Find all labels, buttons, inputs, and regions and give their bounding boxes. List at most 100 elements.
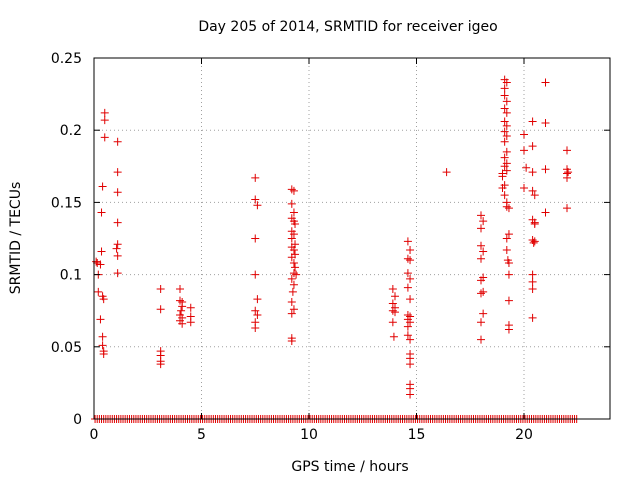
- data-point: [500, 162, 509, 171]
- data-point: [251, 324, 260, 333]
- data-point: [500, 117, 509, 126]
- data-point: [287, 234, 296, 243]
- data-point: [500, 191, 509, 200]
- data-point: [287, 309, 296, 318]
- data-point: [289, 230, 298, 239]
- data-point: [99, 350, 108, 359]
- y-tick-label: 0: [73, 412, 82, 428]
- data-point: [92, 257, 101, 266]
- data-point: [479, 309, 488, 318]
- data-point: [477, 276, 485, 285]
- data-point: [479, 287, 488, 296]
- data-point: [500, 127, 509, 136]
- data-point: [529, 238, 538, 247]
- data-point: [403, 269, 412, 278]
- data-point: [186, 318, 195, 327]
- data-point: [500, 84, 509, 93]
- data-point: [528, 117, 537, 126]
- data-point: [391, 308, 399, 317]
- data-point: [100, 133, 109, 142]
- data-point: [113, 240, 122, 249]
- data-point: [97, 247, 106, 256]
- x-axis-label: GPS time / hours: [291, 459, 408, 475]
- data-point: [502, 147, 511, 156]
- data-point: [251, 195, 260, 204]
- data-point: [113, 251, 122, 260]
- data-point: [530, 191, 539, 200]
- axis-ticks: [93, 57, 610, 420]
- data-point: [530, 237, 539, 246]
- data-point: [477, 318, 485, 327]
- data-point: [406, 295, 415, 304]
- data-point: [502, 234, 511, 243]
- data-point: [287, 298, 296, 307]
- data-point: [178, 319, 187, 328]
- data-point: [289, 305, 298, 314]
- data-point: [498, 169, 507, 178]
- data-point: [112, 244, 121, 253]
- y-tick-label: 0.25: [51, 51, 82, 67]
- data-point: [406, 318, 415, 327]
- data-point: [541, 78, 550, 87]
- data-point: [500, 137, 509, 146]
- data-point: [406, 256, 415, 265]
- x-tick-label: 15: [408, 427, 426, 443]
- data-point: [477, 224, 485, 233]
- data-point: [403, 322, 412, 331]
- data-point: [113, 168, 122, 177]
- data-point: [291, 263, 300, 272]
- data-point: [500, 153, 509, 162]
- data-point: [477, 254, 485, 263]
- data-point: [541, 208, 550, 217]
- data-point: [498, 183, 507, 192]
- y-tick-labels: 0 0.05 0.1 0.15 0.2 0.25: [51, 51, 82, 428]
- data-point: [477, 289, 485, 298]
- data-point: [93, 259, 102, 268]
- data-point: [504, 259, 513, 268]
- data-point: [186, 303, 195, 312]
- data-point: [251, 270, 260, 279]
- data-point: [403, 283, 412, 292]
- data-point: [479, 247, 488, 256]
- data-point: [287, 274, 296, 283]
- data-point: [528, 142, 537, 151]
- data-point: [541, 118, 550, 127]
- data-point: [98, 182, 107, 191]
- y-tick-label: 0.05: [51, 340, 82, 356]
- data-point: [520, 183, 528, 192]
- data-point: [403, 237, 412, 246]
- data-point: [289, 280, 298, 289]
- data-point: [502, 166, 511, 175]
- data-point: [96, 260, 105, 269]
- data-point: [388, 285, 397, 294]
- data-point: [251, 306, 260, 315]
- data-point: [502, 108, 511, 117]
- data-point: [156, 360, 165, 369]
- data-point: [477, 335, 485, 344]
- data-point: [100, 116, 109, 125]
- data-point: [287, 337, 296, 346]
- data-point: [502, 121, 511, 130]
- plot-frame: [93, 57, 611, 420]
- data-point: [94, 287, 103, 296]
- data-point: [176, 285, 184, 294]
- data-point: [504, 325, 513, 334]
- data-point: [388, 306, 397, 315]
- data-point: [292, 270, 301, 279]
- x-tick-label: 20: [515, 427, 533, 443]
- data-point: [563, 204, 571, 213]
- data-point: [113, 218, 122, 227]
- data-point: [406, 360, 415, 369]
- data-point: [288, 287, 297, 296]
- data-point: [253, 311, 262, 320]
- data-point: [156, 285, 165, 294]
- data-point: [391, 292, 399, 301]
- data-point: [289, 208, 298, 217]
- data-point: [502, 131, 511, 140]
- data-point: [504, 204, 513, 213]
- data-point: [500, 104, 509, 113]
- x-tick-label: 0: [90, 427, 99, 443]
- data-point: [528, 277, 537, 286]
- data-point: [530, 220, 539, 229]
